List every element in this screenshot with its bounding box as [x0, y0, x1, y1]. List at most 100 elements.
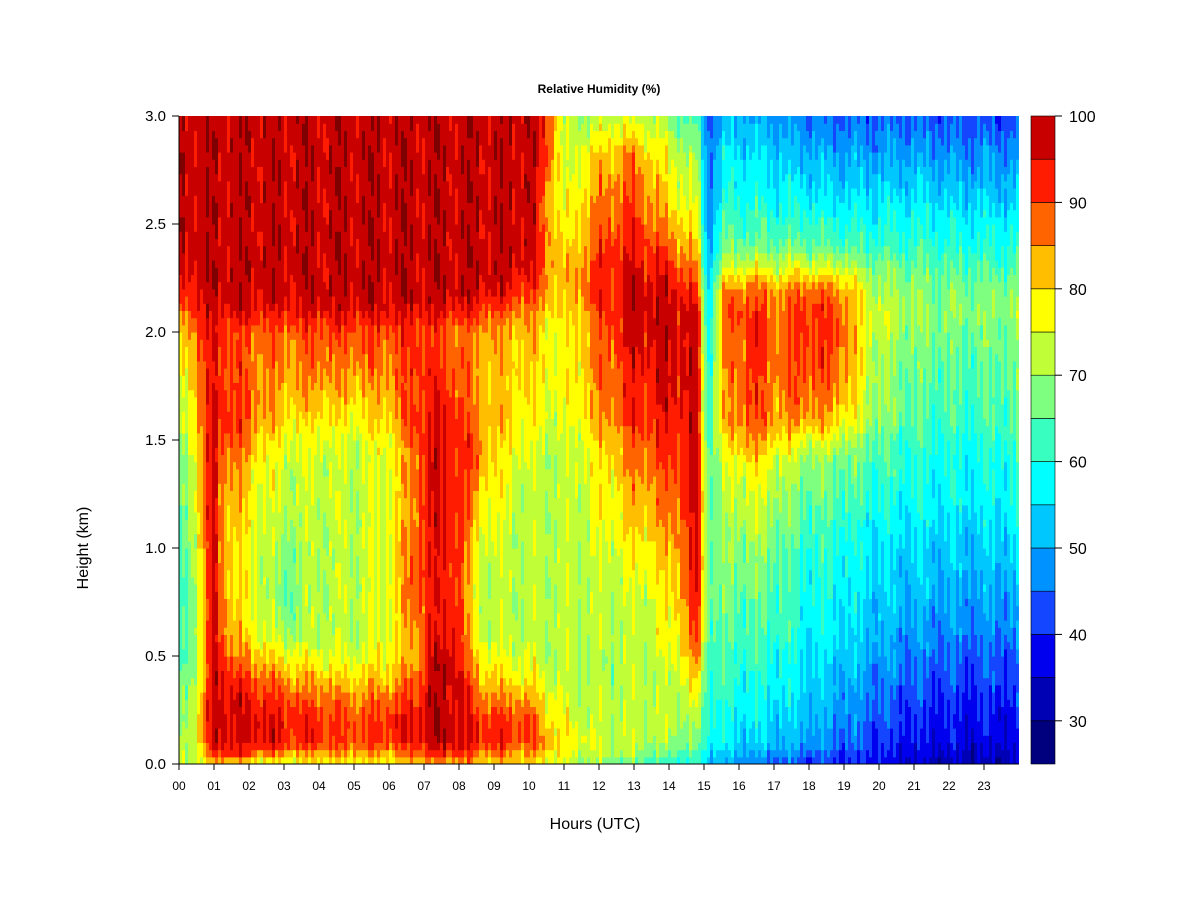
heatmap-cell: [266, 252, 270, 261]
heatmap-cell: [260, 375, 264, 383]
heatmap-cell: [182, 641, 186, 650]
heatmap-cell: [290, 447, 294, 455]
heatmap-cell: [299, 461, 303, 470]
heatmap-cell: [215, 663, 219, 671]
heatmap-cell: [182, 144, 186, 153]
heatmap-cell: [209, 720, 213, 729]
heatmap-cell: [197, 663, 201, 671]
heatmap-cell: [290, 346, 294, 355]
heatmap-cell: [260, 706, 264, 715]
heatmap-cell: [245, 180, 249, 189]
heatmap-cell: [272, 425, 276, 434]
heatmap-cell: [182, 598, 186, 607]
heatmap-cell: [188, 728, 192, 736]
heatmap-cell: [272, 375, 276, 383]
heatmap-cell: [233, 562, 237, 571]
heatmap-cell: [215, 447, 219, 455]
heatmap-cell: [239, 324, 243, 333]
heatmap-cell: [224, 195, 228, 203]
heatmap-cell: [206, 209, 210, 218]
heatmap-cell: [278, 231, 282, 239]
heatmap-cell: [236, 447, 240, 455]
heatmap-cell: [254, 123, 258, 131]
heatmap-cell: [203, 274, 207, 283]
heatmap-cell: [218, 375, 222, 383]
heatmap-cell: [248, 720, 252, 729]
heatmap-cell: [248, 332, 252, 340]
heatmap-cell: [251, 656, 255, 664]
heatmap-cell: [215, 152, 219, 160]
heatmap-cell: [230, 641, 234, 650]
heatmap-cell: [257, 116, 261, 124]
heatmap-cell: [191, 332, 195, 340]
heatmap-cell: [269, 692, 273, 700]
heatmap-cell: [260, 267, 264, 275]
heatmap-cell: [260, 468, 264, 477]
heatmap-cell: [293, 404, 297, 412]
heatmap-cell: [233, 389, 237, 398]
heatmap-cell: [215, 216, 219, 225]
heatmap-cell: [248, 483, 252, 491]
heatmap-cell: [236, 274, 240, 283]
heatmap-cell: [227, 418, 231, 427]
heatmap-cell: [224, 663, 228, 671]
heatmap-cell: [296, 353, 300, 362]
heatmap-cell: [200, 281, 204, 290]
heatmap-cell: [197, 209, 201, 218]
heatmap-cell: [221, 677, 225, 686]
heatmap-cell: [248, 324, 252, 333]
heatmap-cell: [287, 713, 291, 722]
heatmap-cell: [179, 605, 183, 614]
heatmap-cell: [197, 368, 201, 376]
heatmap-cell: [299, 389, 303, 398]
heatmap-cell: [212, 245, 216, 254]
heatmap-cell: [272, 195, 276, 203]
heatmap-cell: [272, 123, 276, 131]
heatmap-cell: [233, 166, 237, 175]
heatmap-cell: [221, 252, 225, 261]
heatmap-cell: [197, 245, 201, 254]
heatmap-cell: [194, 368, 198, 376]
heatmap-cell: [278, 728, 282, 736]
heatmap-cell: [230, 699, 234, 707]
heatmap-cell: [212, 209, 216, 218]
heatmap-cell: [239, 670, 243, 679]
heatmap-cell: [206, 216, 210, 225]
heatmap-cell: [296, 540, 300, 549]
heatmap-cell: [275, 483, 279, 491]
heatmap-cell: [230, 195, 234, 203]
heatmap-cell: [206, 562, 210, 571]
heatmap-cell: [290, 713, 294, 722]
heatmap-cell: [239, 656, 243, 664]
heatmap-cell: [218, 454, 222, 463]
heatmap-cell: [257, 432, 261, 441]
heatmap-cell: [209, 476, 213, 484]
heatmap-cell: [299, 274, 303, 283]
heatmap-cell: [197, 159, 201, 167]
heatmap-cell: [287, 591, 291, 599]
heatmap-cell: [248, 735, 252, 743]
heatmap-cell: [284, 598, 288, 607]
heatmap-cell: [203, 735, 207, 743]
heatmap-cell: [254, 432, 258, 441]
heatmap-cell: [221, 476, 225, 484]
heatmap-cell: [197, 454, 201, 463]
heatmap-cell: [203, 252, 207, 261]
heatmap-cell: [188, 310, 192, 319]
heatmap-cell: [257, 130, 261, 139]
heatmap-cell: [236, 670, 240, 679]
heatmap-cell: [215, 317, 219, 326]
heatmap-cell: [278, 720, 282, 729]
heatmap-cell: [215, 310, 219, 319]
heatmap-cell: [209, 512, 213, 520]
heatmap-cell: [179, 548, 183, 556]
heatmap-cell: [227, 670, 231, 679]
heatmap-cell: [236, 663, 240, 671]
heatmap-cell: [296, 684, 300, 693]
heatmap-cell: [191, 231, 195, 239]
heatmap-cell: [185, 519, 189, 527]
heatmap-cell: [236, 512, 240, 520]
heatmap-cell: [260, 720, 264, 729]
heatmap-cell: [206, 526, 210, 535]
heatmap-cell: [266, 483, 270, 491]
